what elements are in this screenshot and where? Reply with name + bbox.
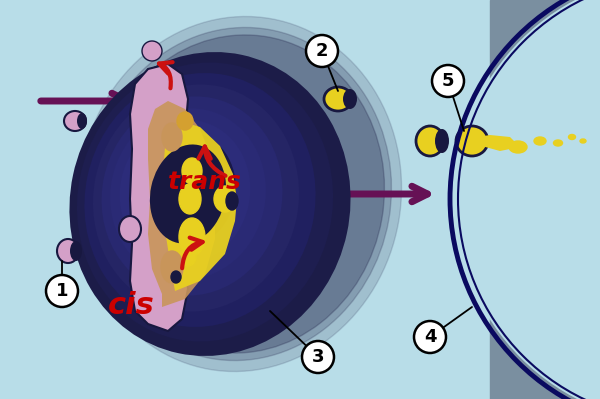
FancyArrowPatch shape [159, 62, 173, 88]
Text: 1: 1 [56, 282, 68, 300]
Ellipse shape [177, 112, 193, 130]
Ellipse shape [214, 186, 236, 212]
Ellipse shape [85, 73, 316, 327]
Ellipse shape [162, 123, 182, 151]
Ellipse shape [110, 109, 266, 280]
Ellipse shape [343, 89, 357, 109]
Polygon shape [148, 101, 215, 307]
Ellipse shape [179, 184, 201, 214]
Polygon shape [162, 121, 237, 291]
Ellipse shape [534, 137, 546, 145]
Ellipse shape [130, 131, 236, 249]
Ellipse shape [119, 216, 141, 242]
Ellipse shape [119, 120, 250, 264]
Ellipse shape [179, 218, 205, 256]
Ellipse shape [149, 146, 211, 225]
Polygon shape [478, 135, 520, 151]
Ellipse shape [180, 248, 196, 266]
Ellipse shape [93, 85, 299, 312]
Ellipse shape [435, 129, 449, 153]
Text: cis: cis [108, 291, 155, 320]
Ellipse shape [324, 87, 352, 111]
Ellipse shape [57, 239, 79, 263]
Ellipse shape [580, 139, 586, 143]
Ellipse shape [77, 63, 333, 342]
Ellipse shape [171, 271, 181, 283]
Ellipse shape [569, 134, 575, 140]
Ellipse shape [95, 35, 385, 353]
Polygon shape [490, 0, 600, 399]
Ellipse shape [150, 144, 226, 243]
Circle shape [302, 341, 334, 373]
Ellipse shape [416, 126, 444, 156]
Ellipse shape [226, 192, 238, 210]
Text: 4: 4 [424, 328, 436, 346]
Circle shape [306, 35, 338, 67]
Ellipse shape [101, 97, 283, 296]
Text: 2: 2 [316, 42, 328, 60]
FancyArrowPatch shape [199, 146, 226, 176]
Text: 5: 5 [442, 72, 454, 90]
Ellipse shape [88, 28, 392, 361]
Ellipse shape [456, 126, 488, 156]
Ellipse shape [64, 111, 86, 131]
Text: 3: 3 [312, 348, 324, 366]
Circle shape [414, 321, 446, 353]
Ellipse shape [182, 158, 202, 184]
Ellipse shape [70, 241, 82, 261]
Polygon shape [130, 64, 188, 331]
Ellipse shape [141, 142, 221, 234]
Circle shape [432, 65, 464, 97]
Ellipse shape [509, 141, 527, 153]
Circle shape [142, 41, 162, 61]
Circle shape [455, 0, 600, 399]
Circle shape [46, 275, 78, 307]
Ellipse shape [70, 52, 350, 356]
Ellipse shape [77, 113, 87, 129]
Ellipse shape [79, 16, 401, 371]
Ellipse shape [554, 140, 563, 146]
Ellipse shape [161, 251, 183, 283]
Text: trans: trans [168, 170, 242, 194]
FancyArrowPatch shape [182, 238, 203, 268]
